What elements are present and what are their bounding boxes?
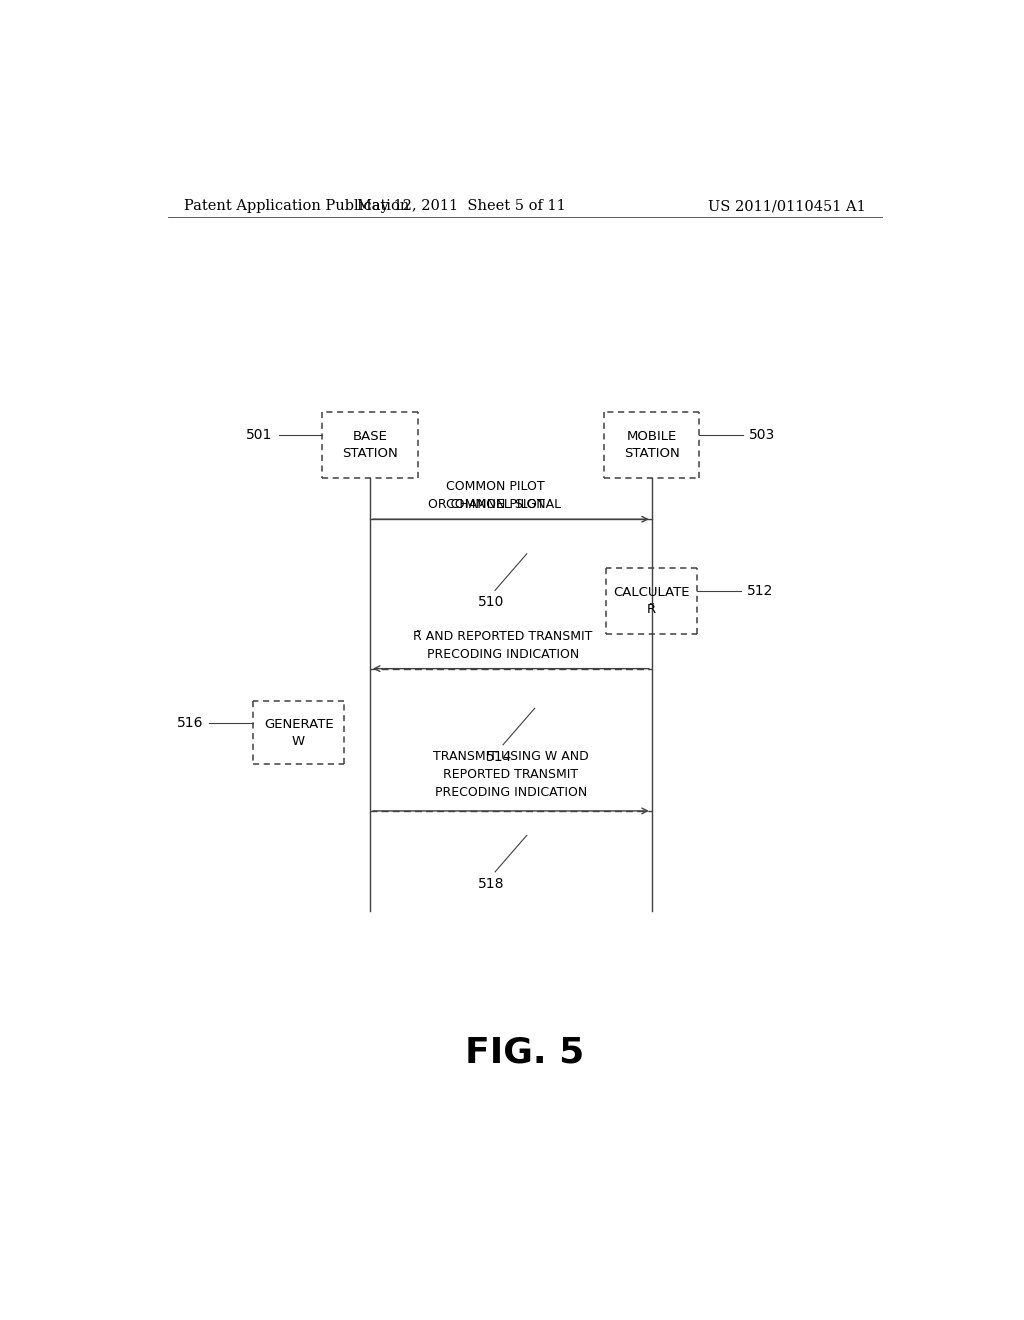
Text: MOBILE
STATION: MOBILE STATION xyxy=(624,430,680,461)
Text: Patent Application Publication: Patent Application Publication xyxy=(183,199,409,213)
Text: COMMON PILOT
OR CHANNEL SIGNAL: COMMON PILOT OR CHANNEL SIGNAL xyxy=(428,480,561,511)
Text: 518: 518 xyxy=(478,876,505,891)
Text: 512: 512 xyxy=(748,583,774,598)
Text: CALCULATE
R̃: CALCULATE R̃ xyxy=(613,586,690,615)
Text: R̃ AND REPORTED TRANSMIT
PRECODING INDICATION: R̃ AND REPORTED TRANSMIT PRECODING INDIC… xyxy=(414,630,593,660)
Text: BASE
STATION: BASE STATION xyxy=(342,430,398,461)
Text: GENERATE
W: GENERATE W xyxy=(264,718,334,747)
Text: US 2011/0110451 A1: US 2011/0110451 A1 xyxy=(709,199,866,213)
Text: 516: 516 xyxy=(176,717,203,730)
Text: 501: 501 xyxy=(246,428,272,442)
Text: COMMON PILOT: COMMON PILOT xyxy=(445,498,545,511)
Text: May 12, 2011  Sheet 5 of 11: May 12, 2011 Sheet 5 of 11 xyxy=(357,199,565,213)
Text: 503: 503 xyxy=(750,428,775,442)
Text: TRANSMIT USING W AND
REPORTED TRANSMIT
PRECODING INDICATION: TRANSMIT USING W AND REPORTED TRANSMIT P… xyxy=(433,750,589,799)
Text: FIG. 5: FIG. 5 xyxy=(465,1036,585,1069)
Text: 514: 514 xyxy=(485,750,512,764)
Text: 510: 510 xyxy=(478,595,504,610)
